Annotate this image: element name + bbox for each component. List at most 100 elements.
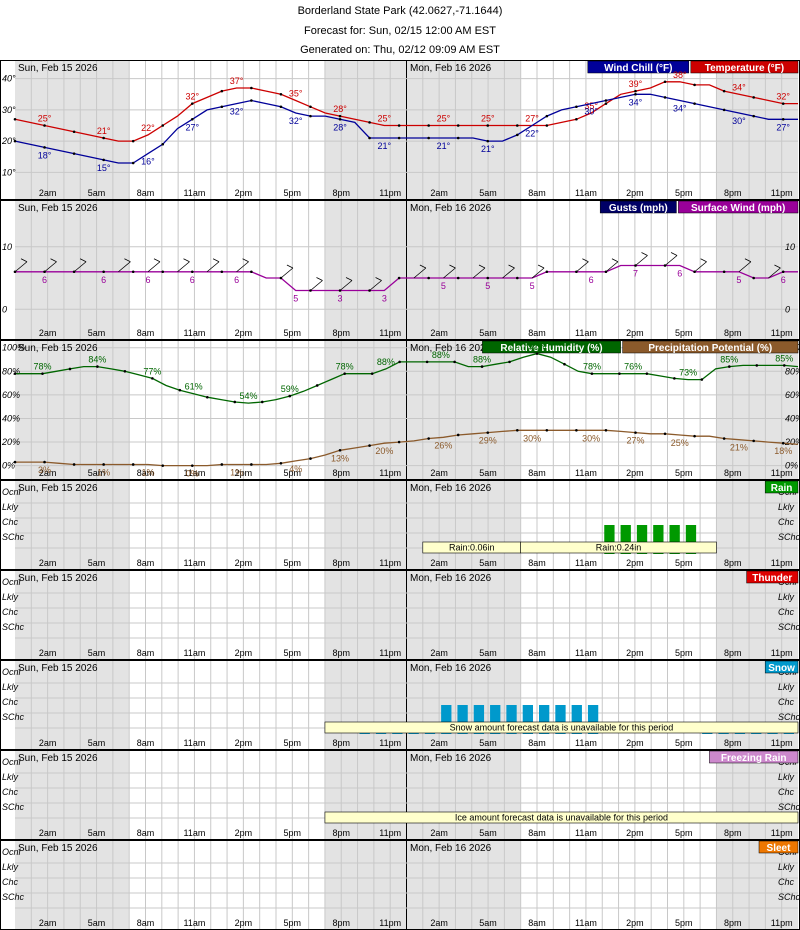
x-tick-label: 8pm	[332, 648, 350, 658]
x-tick-label: 5pm	[284, 188, 302, 198]
x-tick-label: 2pm	[626, 648, 644, 658]
series-line	[15, 352, 799, 404]
data-point	[123, 370, 127, 373]
night-shade	[15, 570, 130, 660]
data-point	[250, 463, 253, 466]
data-label: 37°	[230, 76, 244, 86]
data-point	[398, 360, 401, 364]
y-tick-label: SChc	[2, 892, 25, 902]
x-tick-label: 11pm	[771, 918, 793, 928]
x-tick-label: 11pm	[379, 558, 401, 568]
x-tick-label: 11am	[184, 738, 206, 748]
x-tick-label: 2pm	[626, 468, 644, 478]
data-label: 27°	[776, 122, 790, 132]
data-point	[72, 130, 76, 134]
data-point	[486, 276, 490, 280]
data-label: 27°	[525, 114, 539, 124]
panel-wind: 0 0 10 10 Sun, Feb 15 2026 Mon, Feb 16 2026 Su…	[0, 200, 800, 340]
wind-barb	[694, 261, 707, 273]
legend-label: Gusts (mph)	[609, 203, 668, 214]
y-tick-label: 100%	[2, 343, 25, 353]
y-tick-label: SChc	[2, 802, 25, 812]
amount-note-text: Rain:0.06in	[449, 543, 495, 553]
data-label: 6	[42, 275, 47, 285]
x-tick-label: 2pm	[626, 328, 644, 338]
x-tick-label: 2am	[39, 918, 57, 928]
data-label: 32°	[230, 107, 244, 117]
data-point	[309, 457, 312, 460]
x-tick-label: 11pm	[771, 828, 793, 838]
data-point	[516, 428, 519, 432]
x-tick-label: 11am	[575, 328, 597, 338]
data-label: 25°	[38, 114, 52, 124]
data-point	[41, 372, 44, 375]
data-label: 73%	[679, 368, 697, 378]
x-tick-label: 8pm	[724, 188, 742, 198]
data-point	[752, 96, 755, 99]
y-tick-label: Ocnl	[2, 847, 22, 857]
data-label: 25°	[481, 114, 495, 124]
x-tick-label: 8am	[528, 918, 546, 928]
x-tick-label: 8pm	[332, 188, 350, 198]
x-tick-label: 5pm	[284, 828, 302, 838]
data-point	[161, 142, 165, 146]
night-shade	[716, 660, 798, 750]
data-point	[151, 377, 154, 380]
data-label: 61%	[185, 382, 203, 392]
wind-barb	[50, 258, 57, 263]
x-tick-label: 5am	[479, 828, 497, 838]
panel-humidity: 0%0%20%20%40%40%60%60%80%80%100%100%Sun,…	[0, 340, 800, 480]
x-tick-label: 2pm	[235, 648, 253, 658]
data-label: 0%	[186, 469, 199, 479]
data-point	[370, 372, 374, 375]
wind-barb	[635, 255, 648, 266]
y-tick-label: Lkly	[2, 772, 19, 782]
date-label: Sun, Feb 15 2026	[18, 343, 98, 354]
series-line	[15, 264, 798, 292]
data-point	[456, 276, 460, 280]
panel-temperature: 10° 20° 30° 40°Sun, Feb 15 2026 Mon, Feb 16 …	[0, 60, 800, 200]
x-tick-label: 8am	[137, 468, 155, 478]
x-tick-label: 5pm	[675, 918, 693, 928]
y-tick-label: Lkly	[2, 682, 19, 692]
night-shade	[15, 660, 130, 750]
data-label: 21°	[481, 144, 495, 154]
series-line	[15, 429, 799, 467]
data-label: 25%	[671, 438, 689, 448]
series-line	[14, 93, 798, 164]
night-shade	[15, 340, 130, 480]
y-tick-label: 40°	[2, 74, 16, 84]
x-tick-label: 5am	[479, 468, 497, 478]
x-tick-label: 5am	[479, 648, 497, 658]
y-tick-label: Chc	[778, 877, 795, 887]
date-label: Mon, Feb 16 2026	[410, 753, 492, 764]
data-label: 3	[382, 294, 387, 304]
data-label: 59%	[281, 384, 299, 394]
data-point	[309, 114, 312, 118]
y-tick-label: SChc	[778, 802, 800, 812]
y-tick-label: Chc	[2, 697, 19, 707]
data-label: 88%	[377, 357, 395, 367]
data-label: 34°	[629, 97, 643, 107]
data-point	[368, 121, 371, 124]
wind-barb	[242, 258, 249, 263]
data-point	[618, 372, 621, 375]
data-point	[43, 124, 46, 127]
data-point	[752, 439, 755, 443]
data-label: 1%	[97, 467, 110, 477]
page-title: Borderland State Park (42.0627,-71.1644)	[297, 5, 503, 17]
data-label: 35°	[584, 101, 598, 111]
data-point	[516, 133, 519, 137]
data-label: 6	[677, 269, 682, 279]
x-tick-label: 2am	[430, 648, 448, 658]
data-label: 30°	[584, 107, 598, 117]
x-tick-label: 2pm	[235, 738, 253, 748]
data-label: 22°	[141, 123, 155, 133]
data-point	[456, 136, 460, 140]
x-tick-label: 5am	[479, 328, 497, 338]
precip-bar	[571, 705, 582, 734]
x-tick-label: 8pm	[724, 328, 742, 338]
data-label: 38°	[673, 70, 687, 80]
wind-barb	[738, 261, 752, 273]
data-label: 27°	[185, 122, 199, 132]
